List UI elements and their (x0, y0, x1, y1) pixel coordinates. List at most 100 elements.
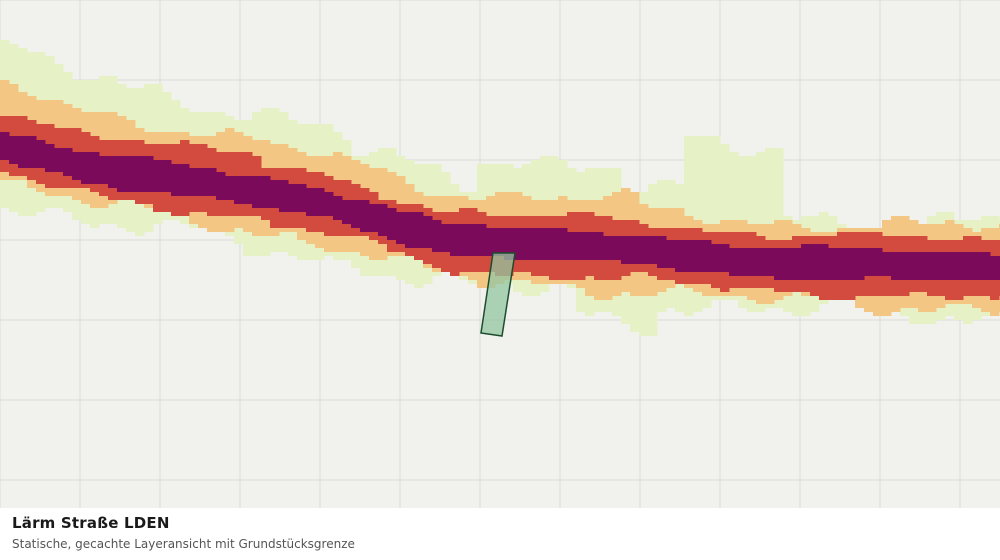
noise-cell (180, 164, 190, 196)
noise-cell (279, 180, 289, 212)
noise-cell (810, 244, 820, 280)
noise-cell (963, 252, 973, 280)
noise-cell (342, 200, 352, 224)
noise-cell (495, 228, 505, 256)
noise-cell (90, 152, 100, 184)
noise-cell (657, 236, 667, 268)
noise-cell (729, 248, 739, 276)
noise-cell (477, 224, 487, 256)
noise-cell (27, 136, 37, 168)
noise-cell (873, 248, 883, 276)
noise-cell (855, 248, 865, 280)
noise-cell (774, 248, 784, 280)
noise-cell (936, 252, 946, 280)
noise-cell (558, 228, 568, 260)
noise-cell (18, 136, 28, 168)
noise-cell (594, 232, 604, 260)
noise-cell (324, 192, 334, 216)
noise-cell (567, 232, 577, 260)
noise-cell (621, 236, 631, 264)
noise-cell (882, 252, 892, 276)
noise-cell (918, 252, 928, 280)
noise-cell (945, 252, 955, 280)
noise-cell (864, 248, 874, 276)
noise-cell (252, 176, 262, 208)
noise-cell (684, 240, 694, 272)
noise-cell (513, 228, 523, 260)
noise-cell (675, 240, 685, 272)
noise-cell (405, 212, 415, 248)
noise-cell (747, 248, 757, 276)
noise-cell (117, 156, 127, 192)
noise-band-very-high (0, 132, 1000, 280)
noise-cell (891, 252, 901, 280)
noise-cell (819, 244, 829, 280)
noise-cell (432, 220, 442, 252)
noise-cell (216, 172, 226, 200)
noise-cell (270, 180, 280, 208)
parcel-boundary[interactable] (480, 252, 516, 337)
noise-cell (540, 228, 550, 260)
noise-cell (54, 148, 64, 172)
noise-cell (927, 252, 937, 280)
noise-cell (297, 184, 307, 212)
noise-cell (351, 200, 361, 228)
noise-cell (648, 236, 658, 264)
noise-cell (360, 200, 370, 232)
noise-cell (108, 156, 118, 188)
noise-cell (801, 244, 811, 280)
noise-cell (99, 156, 109, 184)
noise-cell (369, 204, 379, 232)
noise-cell (711, 136, 721, 300)
noise-cell (450, 224, 460, 256)
noise-cell (738, 248, 748, 276)
noise-cell (162, 160, 172, 192)
noise-cell (153, 160, 163, 192)
noise-cell (414, 212, 424, 248)
noise-cell (522, 228, 532, 260)
noise-cell (72, 152, 82, 180)
noise-cell (612, 236, 622, 260)
noise-cell (702, 136, 712, 308)
noise-map[interactable] (0, 0, 1000, 508)
noise-cell (630, 236, 640, 264)
noise-cell (441, 224, 451, 252)
noise-cell (954, 252, 964, 280)
noise-cell (378, 204, 388, 236)
noise-cell (585, 232, 595, 260)
noise-map-canvas[interactable] (0, 0, 1000, 508)
noise-cell (486, 228, 496, 256)
noise-cell (126, 156, 136, 192)
noise-cell (720, 244, 730, 272)
noise-cell (504, 228, 514, 260)
noise-cell (0, 132, 10, 160)
noise-cell (225, 176, 235, 200)
noise-cell (990, 256, 1000, 280)
noise-cell (828, 248, 838, 280)
noise-cell (693, 240, 703, 272)
noise-cell (531, 228, 541, 260)
noise-cell (315, 188, 325, 216)
noise-cell (837, 248, 847, 280)
noise-cell (900, 252, 910, 280)
noise-cell (765, 248, 775, 276)
noise-cell (81, 152, 91, 184)
layer-subtitle: Statische, gecachte Layeransicht mit Gru… (12, 537, 355, 551)
noise-cell (846, 248, 856, 280)
noise-cell (756, 248, 766, 276)
noise-cell (171, 164, 181, 196)
noise-cell (135, 156, 145, 192)
noise-cell (36, 140, 46, 168)
noise-cell (63, 148, 73, 176)
noise-cell (783, 248, 793, 280)
noise-cell (666, 240, 676, 268)
noise-cell (387, 208, 397, 240)
noise-cell (702, 240, 712, 272)
noise-cell (468, 224, 478, 256)
noise-cell (792, 248, 802, 280)
noise-cell (306, 188, 316, 216)
noise-cell (9, 136, 19, 164)
noise-cell (981, 252, 991, 280)
noise-cell (909, 252, 919, 280)
noise-cell (549, 228, 559, 260)
